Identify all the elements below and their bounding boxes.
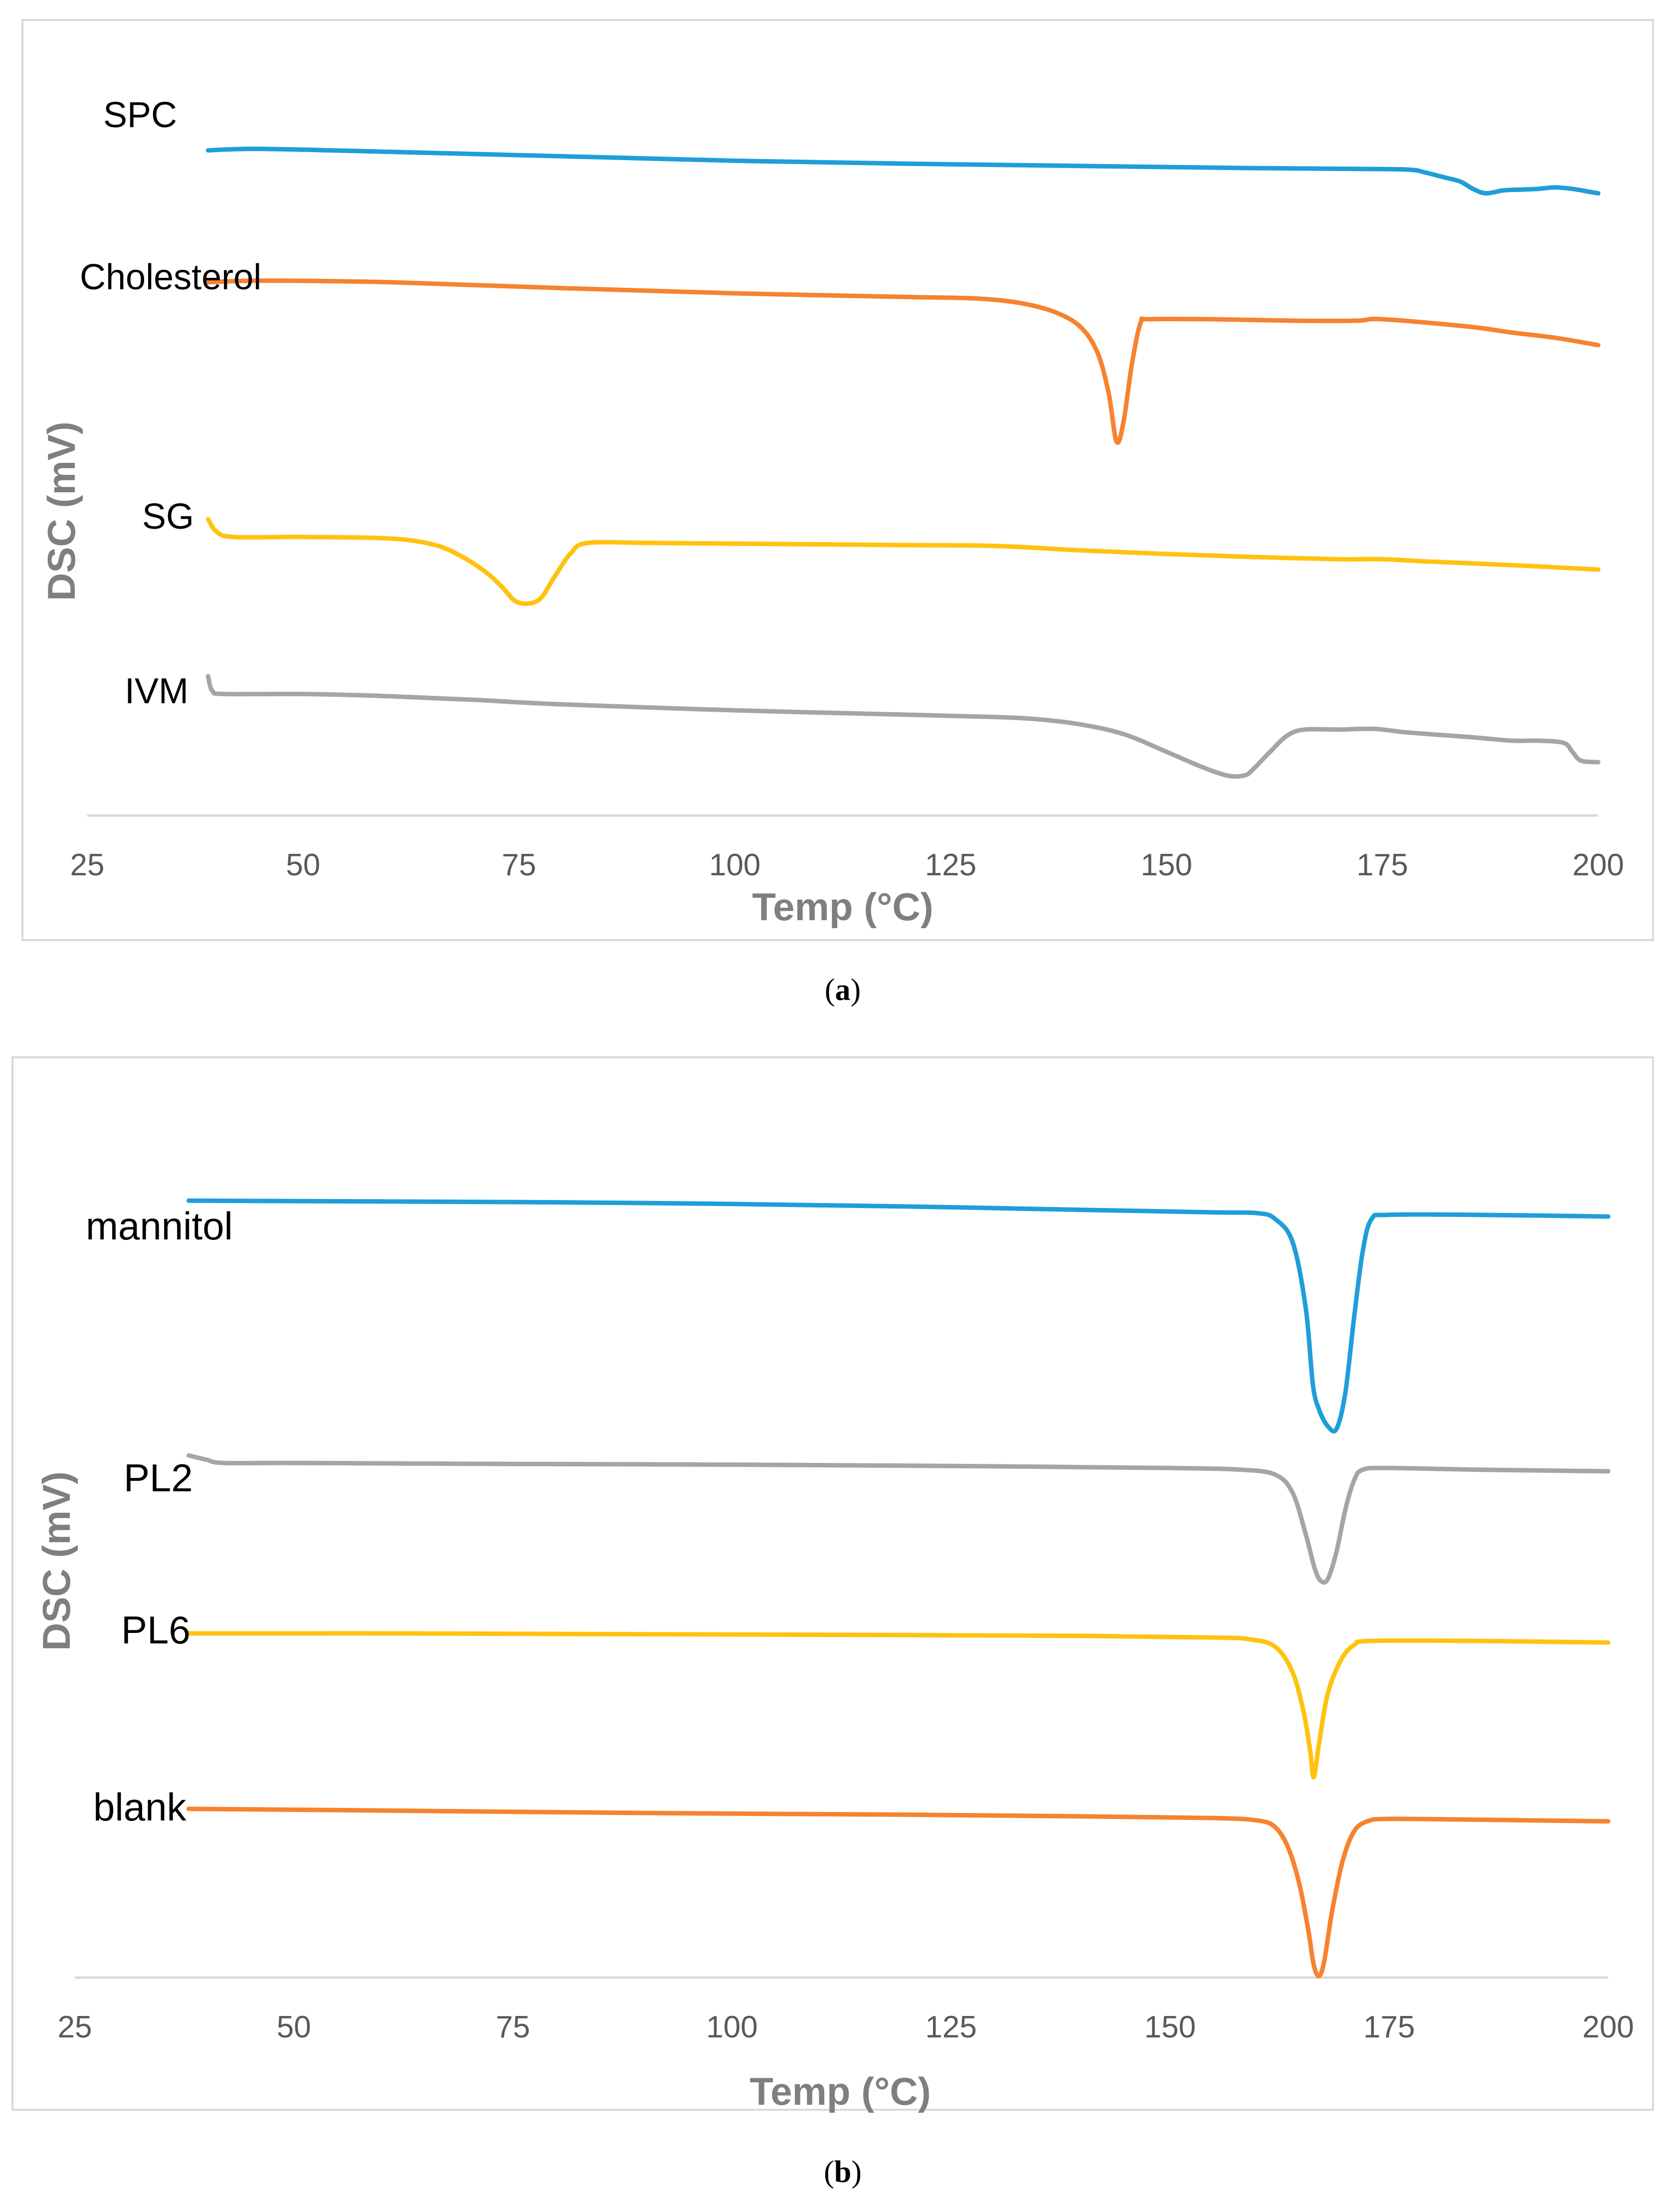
panel-b-x-tick-25: 25 <box>58 2010 92 2044</box>
panel-b-y-axis-title: DSC (mV) <box>34 1471 78 1651</box>
panel-a-y-axis-title: DSC (mV) <box>39 421 83 601</box>
panel-a-series-labels: SPC Cholesterol SG IVM <box>80 95 261 711</box>
panel-b-x-tick-150: 150 <box>1144 2010 1196 2044</box>
panel-a-x-tick-50: 50 <box>286 848 320 882</box>
panel-b-frame <box>11 1056 1654 2111</box>
panel-b-caption: (b) <box>824 2155 862 2189</box>
panel-a-x-tick-200: 200 <box>1572 848 1624 882</box>
panel-a-series-line-spc <box>205 146 1601 196</box>
panel-a: 25 50 75 100 125 150 175 200 SPC Cholesterol SG… <box>21 19 1654 941</box>
panel-b-series-line-pl2 <box>186 1453 1611 1585</box>
panel-a-x-tick-150: 150 <box>1141 848 1192 882</box>
panel-b-x-tick-175: 175 <box>1363 2010 1415 2044</box>
panel-b-series-line-mannitol <box>186 1198 1611 1434</box>
panel-b-series-line-pl6 <box>186 1631 1611 1780</box>
panel-a-x-axis-title: Temp (°C) <box>752 885 933 929</box>
panel-a-series-lines <box>205 146 1601 779</box>
panel-a-label-cholesterol: Cholesterol <box>80 257 261 297</box>
panel-a-series-line-cholesterol <box>205 278 1601 445</box>
panel-b-label-pl2: PL2 <box>124 1456 193 1500</box>
panel-a-label-spc: SPC <box>103 95 177 135</box>
panel-b-x-tick-labels: 25 50 75 100 125 150 175 200 <box>58 2010 1634 2044</box>
panel-b-label-pl6: PL6 <box>121 1608 190 1652</box>
panel-a-label-sg: SG <box>142 497 194 537</box>
panel-a-series-line-sg <box>205 517 1601 606</box>
panel-a-x-tick-100: 100 <box>709 848 760 882</box>
panel-b-label-blank: blank <box>93 1785 186 1829</box>
panel-b-x-axis-title: Temp (°C) <box>749 2069 931 2113</box>
panel-b: 25 50 75 100 125 150 175 200 mannitol PL2 PL6 b… <box>11 1056 1654 2113</box>
panel-b-x-tick-125: 125 <box>925 2010 976 2044</box>
panel-b-x-tick-75: 75 <box>496 2010 530 2044</box>
panel-a-x-tick-125: 125 <box>925 848 976 882</box>
panel-a-label-ivm: IVM <box>125 671 188 711</box>
panel-a-x-tick-labels: 25 50 75 100 125 150 175 200 <box>70 848 1624 882</box>
panel-a-x-tick-75: 75 <box>502 848 536 882</box>
panel-b-series-lines <box>186 1198 1611 1979</box>
panel-a-frame <box>21 19 1654 941</box>
panel-b-x-tick-50: 50 <box>277 2010 311 2044</box>
panel-b-x-tick-100: 100 <box>706 2010 757 2044</box>
panel-b-x-tick-200: 200 <box>1582 2010 1634 2044</box>
panel-b-series-labels: mannitol PL2 PL6 blank <box>86 1204 233 1829</box>
panel-a-x-tick-175: 175 <box>1356 848 1408 882</box>
panel-b-series-line-blank <box>186 1807 1611 1979</box>
panel-a-caption: (a) <box>825 973 861 1007</box>
panel-b-label-mannitol: mannitol <box>86 1204 233 1248</box>
panel-a-series-line-ivm <box>205 674 1601 779</box>
panel-a-x-tick-25: 25 <box>70 848 105 882</box>
